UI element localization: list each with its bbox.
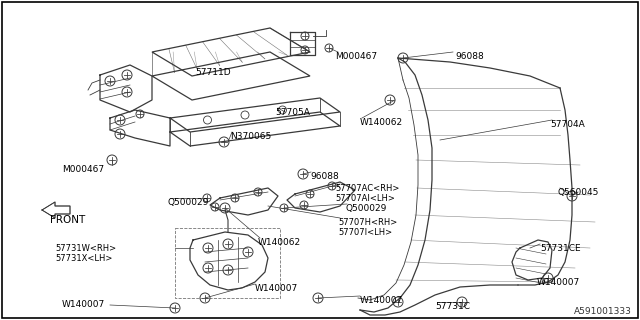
Text: 57704A: 57704A: [550, 120, 585, 129]
Text: 57707AI<LH>: 57707AI<LH>: [335, 194, 395, 203]
Text: W140062: W140062: [258, 238, 301, 247]
Text: W140007: W140007: [255, 284, 298, 293]
Text: W140007: W140007: [360, 296, 403, 305]
Text: A591001333: A591001333: [574, 307, 632, 316]
Text: 57731CE: 57731CE: [540, 244, 580, 253]
Text: 96088: 96088: [310, 172, 339, 181]
Text: FRONT: FRONT: [50, 215, 85, 225]
Text: 57707I<LH>: 57707I<LH>: [338, 228, 392, 237]
Text: W140062: W140062: [360, 118, 403, 127]
Text: 57731C: 57731C: [435, 302, 470, 311]
Text: M000467: M000467: [62, 165, 104, 174]
Text: Q500029: Q500029: [168, 198, 209, 207]
Text: 57711D: 57711D: [195, 68, 230, 77]
Text: Q560045: Q560045: [558, 188, 600, 197]
Text: 57707AC<RH>: 57707AC<RH>: [335, 184, 399, 193]
Text: Q500029: Q500029: [345, 204, 387, 213]
Text: N370065: N370065: [230, 132, 271, 141]
Text: 96088: 96088: [455, 52, 484, 61]
Text: 57707H<RH>: 57707H<RH>: [338, 218, 397, 227]
Text: 57705A: 57705A: [275, 108, 310, 117]
Polygon shape: [42, 202, 70, 218]
Text: W140007: W140007: [62, 300, 105, 309]
Text: M000467: M000467: [335, 52, 377, 61]
Text: 57731W<RH>: 57731W<RH>: [55, 244, 116, 253]
Text: W140007: W140007: [537, 278, 580, 287]
Text: 57731X<LH>: 57731X<LH>: [55, 254, 113, 263]
